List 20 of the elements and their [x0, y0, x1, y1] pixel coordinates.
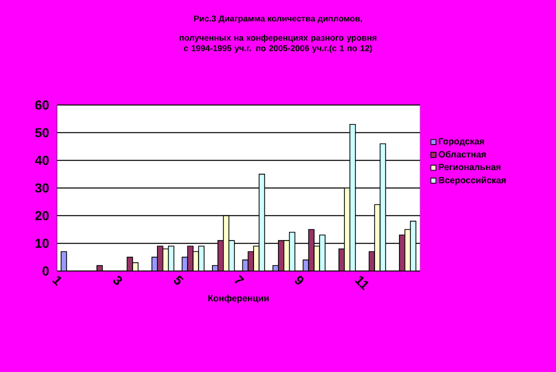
legend-label: Областная	[438, 150, 486, 158]
x-tick-label: 3	[113, 276, 122, 285]
x-axis-title: Конференции	[208, 294, 269, 304]
legend-label: Всероссийская	[438, 176, 506, 186]
x-tick-label: 5	[174, 275, 184, 285]
x-tick-label: 11	[354, 276, 368, 290]
x-tick-label: 1	[52, 276, 62, 286]
legend-label: Городская	[438, 138, 484, 146]
chart-subtitle: полученных на конференциях разного уровня с 1994-1995 уч.г. по 2005-2006 уч.г.(с 1 по 12)	[180, 34, 376, 53]
x-tick-label: 7	[234, 274, 244, 284]
x-tick-label: 9	[294, 276, 304, 284]
y-tick-label: 0	[42, 266, 49, 276]
y-tick-label: 60	[35, 100, 49, 110]
y-tick-label: 20	[35, 211, 49, 220]
y-tick-label: 30	[35, 183, 49, 193]
legend-label: Региональная	[438, 164, 500, 170]
chart-title: Рис.3 Диаграмма количества дипломов,	[194, 16, 362, 24]
y-tick-label: 10	[36, 238, 49, 248]
y-tick-label: 40	[35, 156, 49, 165]
y-tick-label: 50	[35, 128, 49, 138]
